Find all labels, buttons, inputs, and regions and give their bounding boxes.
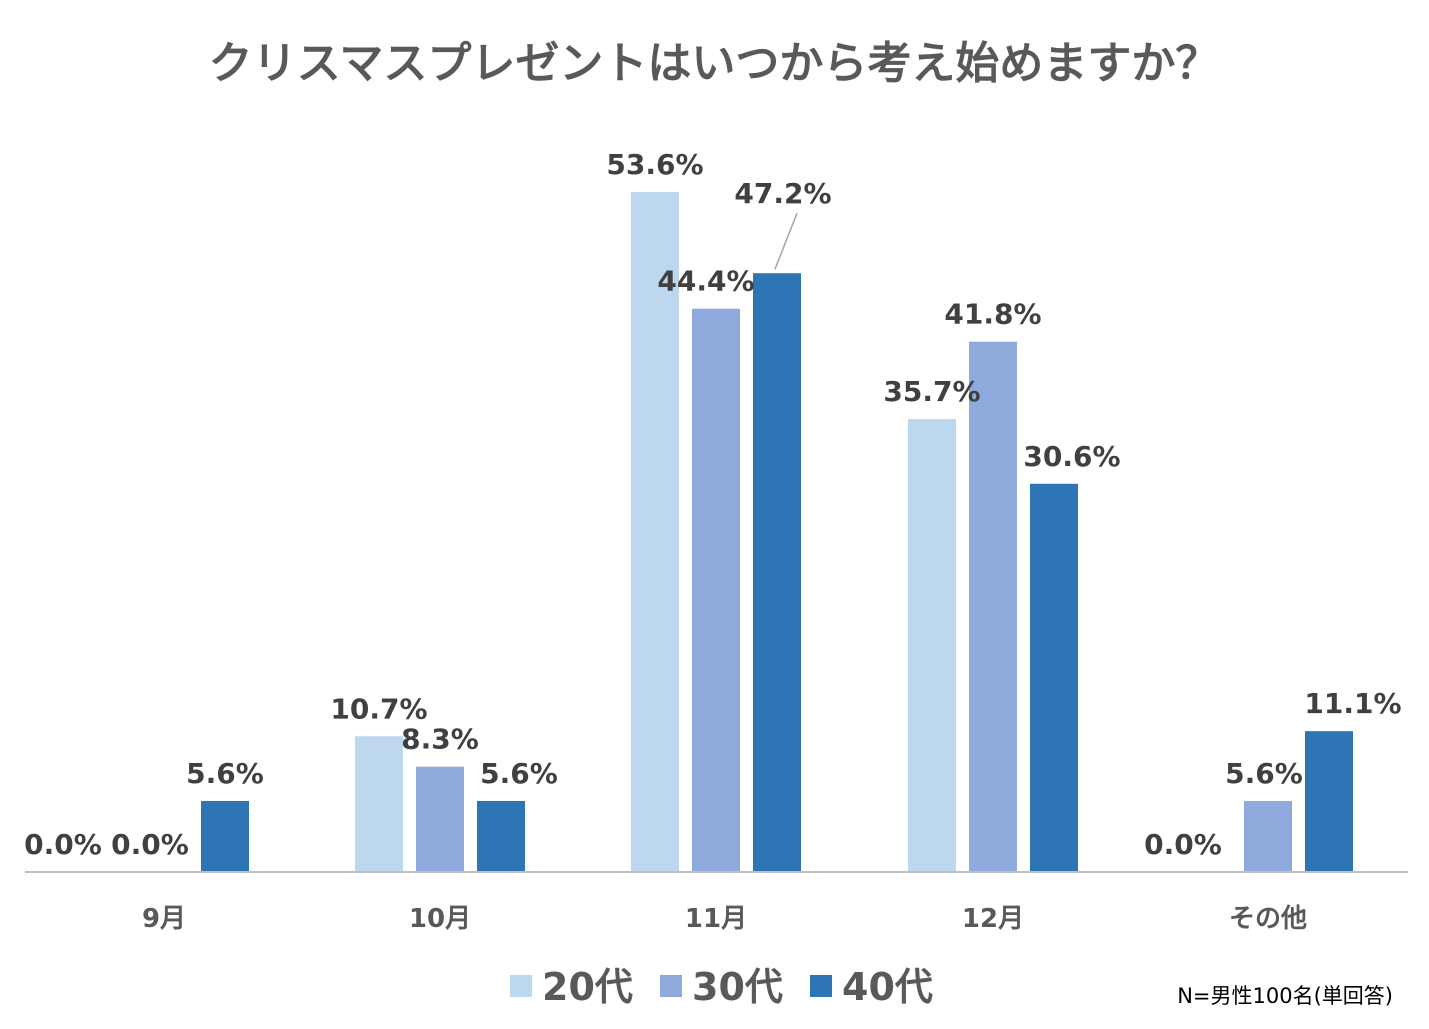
bar-40代-10月 [477,800,525,872]
chart-title: クリスマスプレゼントはいつから考え始めますか？ [209,38,1220,89]
x-tick-10月: 10月 [409,904,471,934]
data-label-20代-その他: 0.0% [1144,828,1222,861]
data-label-30代-その他: 5.6% [1225,757,1303,790]
leader-line-40代-11月 [774,212,798,270]
data-label-40代-10月: 5.6% [480,757,558,790]
bar-40代-11月 [753,273,801,872]
x-tick-12月: 12月 [962,904,1024,934]
data-label-20代-9月: 0.0% [24,828,102,861]
legend-swatch-20代 [510,975,532,997]
data-label-30代-11月: 44.4% [657,265,754,298]
legend-swatch-30代 [660,975,682,997]
bar-40代-9月 [201,800,249,872]
data-label-20代-11月: 53.6% [606,148,703,181]
bar-30代-その他 [1244,800,1292,872]
data-label-20代-12月: 35.7% [883,375,980,408]
bar-20代-11月 [631,192,679,872]
x-tick-labels-group: 9月 10月 11月 12月 その他 [142,904,1307,934]
bar-40代-その他 [1305,731,1353,872]
x-tick-その他: その他 [1229,904,1307,934]
data-label-30代-9月: 0.0% [111,828,189,861]
x-tick-11月: 11月 [685,904,747,934]
data-label-40代-12月: 30.6% [1023,440,1120,473]
legend: 20代 30代 40代 [510,965,933,1009]
data-label-40代-9月: 5.6% [186,757,264,790]
legend-swatch-40代 [810,975,832,997]
bar-20代-10月 [355,736,403,872]
data-label-40代-その他: 11.1% [1304,687,1401,720]
sample-note: N=男性100名(単回答) [1177,984,1393,1008]
legend-label-30代: 30代 [692,965,783,1009]
data-label-30代-10月: 8.3% [401,723,479,756]
bar-30代-10月 [416,766,464,872]
data-label-40代-11月: 47.2% [734,177,831,210]
data-labels-group: 0.0% 0.0%5.6%10.7%8.3%5.6%53.6%44.4%47.2%… [24,148,1401,861]
bar-40代-12月 [1030,483,1078,872]
legend-label-20代: 20代 [542,965,633,1009]
data-label-30代-12月: 41.8% [944,298,1041,331]
bar-30代-12月 [969,341,1017,872]
legend-label-40代: 40代 [842,965,933,1009]
bar-20代-12月 [908,419,956,872]
bar-30代-11月 [692,308,740,872]
data-label-20代-10月: 10.7% [330,692,427,725]
x-tick-9月: 9月 [142,904,186,934]
bars-group [201,192,1353,872]
